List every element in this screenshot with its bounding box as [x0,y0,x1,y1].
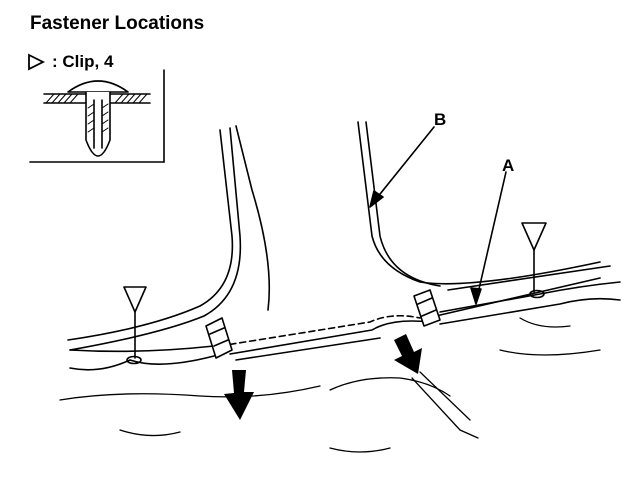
callout-b-label: B [434,110,447,129]
right-pillar [357,121,601,287]
callout-b-leader [369,126,435,208]
clip-hole [529,289,545,299]
callout-a-label: A [502,156,515,175]
clip-detail-inset [29,69,165,163]
page-title: Fastener Locations [30,13,205,34]
moulding-dashed-line [219,314,421,347]
removal-arrow-left [224,370,254,420]
right-clip-bracket [413,289,441,327]
clip-hole [126,355,142,365]
side-sill [69,265,621,371]
triangle-marker-icon [28,53,46,71]
left-pillar [67,125,271,351]
clip-legend: : Clip, 4 [26,52,113,72]
clip-marker [521,222,547,293]
removal-arrow-right [394,334,422,374]
left-clip-bracket [205,317,233,359]
clip-marker [123,286,147,359]
clip-legend-label: : Clip, 4 [52,52,114,71]
floor-lines [59,317,601,453]
callout-a-leader [470,171,507,305]
